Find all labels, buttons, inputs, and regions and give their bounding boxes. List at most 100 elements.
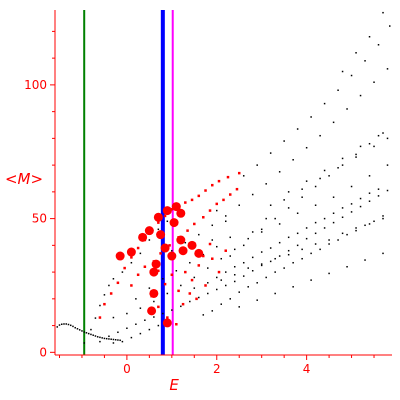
vertical-reference-lines <box>83 10 174 355</box>
data-point <box>216 209 218 212</box>
data-point <box>147 306 157 316</box>
data-point <box>126 247 136 257</box>
data-point <box>197 264 201 267</box>
data-point <box>251 193 254 196</box>
data-point <box>310 279 312 281</box>
data-point <box>373 145 375 148</box>
data-point <box>346 108 348 110</box>
data-point <box>228 193 232 196</box>
data-point <box>176 208 186 218</box>
data-point <box>159 252 162 255</box>
data-point <box>224 249 227 252</box>
data-point <box>143 265 147 268</box>
data-point <box>149 288 159 298</box>
data-point <box>386 164 389 166</box>
data-point <box>382 215 384 217</box>
data-point <box>265 276 267 279</box>
data-point <box>170 207 174 211</box>
data-point <box>217 270 221 274</box>
data-point <box>260 263 263 265</box>
data-point <box>278 171 281 173</box>
data-point <box>233 248 236 251</box>
data-point <box>355 229 357 232</box>
data-point <box>332 221 335 224</box>
data-point <box>211 310 214 312</box>
data-point <box>208 242 212 246</box>
data-point <box>364 60 366 62</box>
data-point <box>99 304 101 307</box>
data-point <box>260 251 263 253</box>
data-point <box>166 292 169 295</box>
data-point <box>190 198 194 202</box>
data-point <box>247 267 249 269</box>
data-point <box>287 207 290 209</box>
data-point <box>283 267 285 269</box>
data-point <box>269 247 272 249</box>
data-point <box>314 204 317 206</box>
data-point <box>368 142 371 145</box>
x-axis-title: E <box>169 376 179 394</box>
data-point <box>355 156 357 158</box>
data-point <box>187 240 197 250</box>
data-point <box>83 331 85 333</box>
data-point <box>109 292 113 295</box>
data-point <box>220 303 223 305</box>
data-point <box>292 261 294 264</box>
data-point <box>138 232 148 242</box>
data-point <box>350 203 353 205</box>
data-point <box>283 140 285 142</box>
data-point <box>386 68 389 70</box>
data-point <box>346 265 348 268</box>
data-point <box>123 266 126 270</box>
data-points <box>56 11 391 344</box>
data-point <box>117 339 119 341</box>
data-point <box>382 11 384 14</box>
data-point <box>197 194 201 198</box>
data-point <box>162 278 164 280</box>
data-point <box>341 70 344 73</box>
data-point <box>328 175 330 177</box>
data-point <box>208 209 212 212</box>
data-point <box>355 227 357 229</box>
data-point <box>148 239 151 241</box>
data-point <box>269 204 272 206</box>
axis-ticks: 0 2 4 0 50 100 <box>24 30 375 376</box>
data-point <box>112 278 115 280</box>
data-point <box>341 164 344 166</box>
data-point <box>99 336 101 339</box>
data-point <box>278 255 281 257</box>
data-point <box>301 248 303 251</box>
data-point <box>189 300 191 303</box>
data-point <box>112 342 115 344</box>
data-point <box>153 212 163 222</box>
data-point <box>99 340 101 343</box>
data-point <box>359 205 362 208</box>
data-point <box>296 232 299 235</box>
data-point <box>181 302 185 306</box>
data-point <box>233 280 236 283</box>
data-point <box>193 276 196 279</box>
data-point <box>103 337 106 340</box>
data-point <box>283 199 285 201</box>
data-point <box>207 267 209 269</box>
data-point <box>368 200 371 202</box>
data-point <box>341 207 344 209</box>
data-point <box>350 211 353 213</box>
data-point <box>149 267 159 277</box>
data-point <box>337 239 339 241</box>
data-point <box>287 253 290 256</box>
data-point <box>341 232 344 235</box>
data-point <box>94 335 97 337</box>
data-point <box>202 216 205 219</box>
data-point <box>98 316 102 319</box>
data-point <box>136 246 140 250</box>
data-point <box>135 298 137 300</box>
data-point <box>220 257 223 260</box>
data-point <box>94 317 97 319</box>
data-point <box>60 323 63 325</box>
data-point <box>323 227 326 229</box>
data-point <box>269 152 272 154</box>
data-point <box>153 316 155 318</box>
data-point <box>121 271 124 273</box>
data-point <box>274 257 276 260</box>
